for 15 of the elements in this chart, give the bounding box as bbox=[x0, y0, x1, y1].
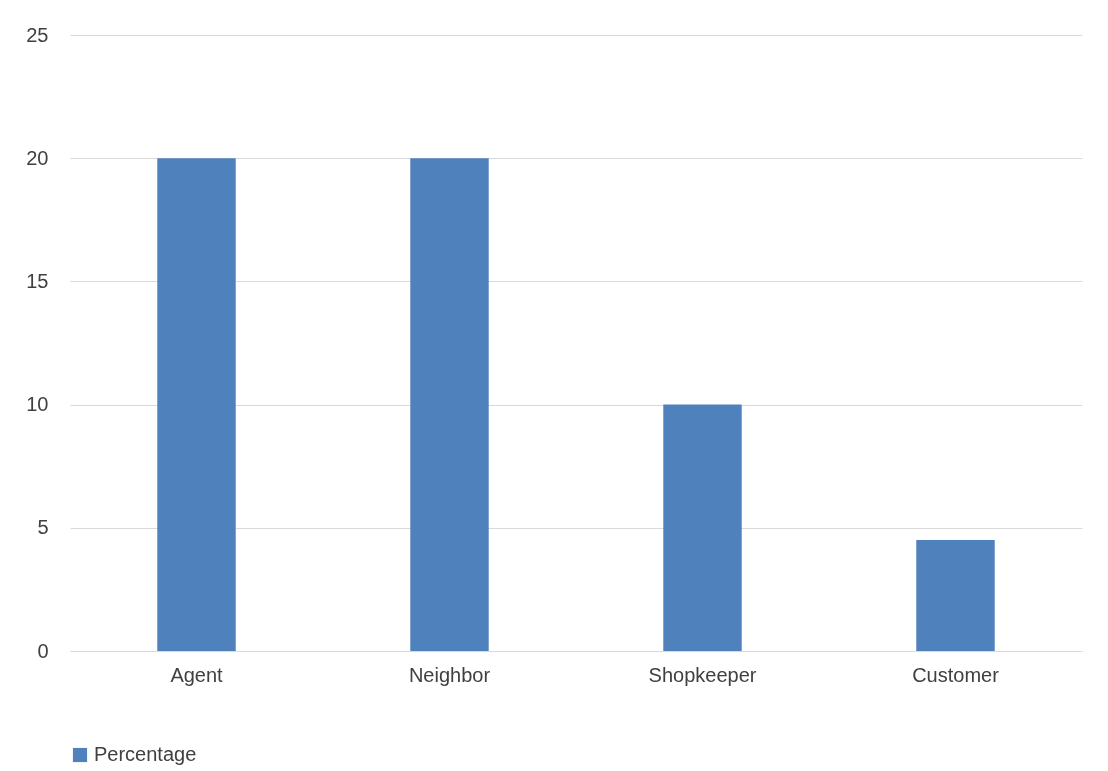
x-tick-label: Neighbor bbox=[408, 663, 491, 686]
y-tick-label: 5 bbox=[37, 516, 49, 539]
legend-label: Percentage bbox=[94, 743, 197, 765]
bar bbox=[157, 158, 236, 651]
y-tick-label: 15 bbox=[26, 269, 49, 292]
bar bbox=[410, 158, 489, 651]
bar bbox=[916, 540, 995, 651]
x-tick-label: Shopkeeper bbox=[648, 663, 757, 686]
y-tick-label: 0 bbox=[37, 639, 49, 662]
y-tick-label: 20 bbox=[26, 146, 49, 169]
x-tick-label: Agent bbox=[170, 663, 224, 686]
y-tick-label: 25 bbox=[26, 23, 49, 46]
x-tick-label: Customer bbox=[912, 663, 1000, 686]
bar bbox=[663, 404, 742, 651]
y-tick-label: 10 bbox=[26, 393, 49, 416]
